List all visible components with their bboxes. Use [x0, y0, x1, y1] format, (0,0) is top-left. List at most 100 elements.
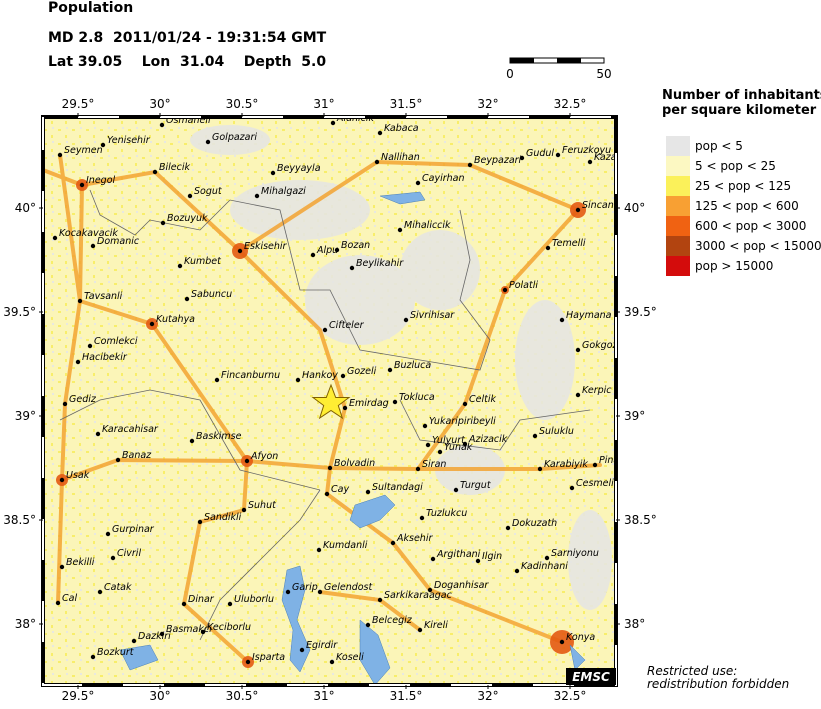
legend-swatch — [666, 136, 690, 156]
legend-swatch — [666, 236, 690, 256]
city-dot — [237, 248, 243, 254]
city-label: Bozuyuk — [167, 213, 208, 224]
city-label: Yukaripiribeyli — [429, 416, 496, 427]
lon-label: 31.5° — [390, 97, 423, 111]
city-label: Osmaneli — [166, 115, 211, 126]
city-dot — [90, 243, 96, 249]
city-dot — [324, 491, 330, 497]
city-label: Keciborlu — [207, 622, 251, 633]
city-dot — [437, 449, 443, 455]
city-label: Aksehir — [396, 533, 433, 544]
city-label: Dokuzath — [512, 518, 557, 529]
city-label: Sogut — [194, 186, 223, 197]
scale-label: 0 — [506, 67, 514, 81]
city-label: Celtik — [469, 394, 496, 405]
city-dot — [131, 638, 137, 644]
city-label: Cal — [62, 593, 77, 604]
city-label: Alanicik — [336, 113, 374, 124]
city-dot — [365, 622, 371, 628]
city-label: Polatli — [509, 280, 538, 291]
city-dot — [177, 263, 183, 269]
city-label: Cifteler — [329, 320, 365, 331]
scale-bar: 0 50 — [506, 57, 612, 81]
city-label: Bozan — [341, 240, 370, 251]
city-label: Basmakci — [166, 624, 212, 635]
city-label: Isparta — [252, 652, 285, 663]
badge: EMSC — [572, 670, 610, 684]
city-label: Baskimse — [196, 431, 242, 442]
city-label: Sivrihisar — [410, 310, 455, 321]
city-label: Civril — [117, 548, 141, 559]
lon-label: 32° — [477, 97, 498, 111]
city-label: Temelli — [552, 238, 586, 249]
city-label: Gokgoz — [582, 340, 619, 351]
city-label: Usak — [66, 470, 90, 481]
city-dot — [342, 405, 348, 411]
city-dot — [545, 245, 551, 251]
city-dot — [453, 487, 459, 493]
city-label: Afyon — [250, 451, 278, 462]
city-dot — [322, 327, 328, 333]
city-label: Tavsanli — [84, 291, 123, 302]
city-dot — [254, 193, 260, 199]
title: Population — [48, 0, 133, 16]
lat-label: 38° — [15, 617, 36, 631]
city-label: Mihaliccik — [404, 220, 451, 231]
city-dot — [181, 601, 187, 607]
lon-label: 30.5° — [226, 97, 259, 111]
city-dot — [505, 525, 511, 531]
city-dot — [403, 317, 409, 323]
city-dot — [425, 442, 431, 448]
city-dot — [419, 515, 425, 521]
legend-swatch — [666, 176, 690, 196]
city-dot — [205, 139, 211, 145]
lon-label: 32° — [477, 689, 498, 703]
lat-label: 39.5° — [3, 305, 36, 319]
city-dot — [75, 359, 81, 365]
lon-label: 30.5° — [226, 689, 259, 703]
city-label: Bekilli — [66, 557, 95, 568]
city-label: Feruzkoyu — [562, 145, 611, 156]
city-label: Garip — [292, 582, 318, 593]
city-dot — [299, 647, 305, 653]
city-dot — [592, 462, 598, 468]
city-label: Kireli — [424, 620, 448, 631]
legend-label: 3000 < pop < 15000 — [695, 239, 821, 253]
city-dot — [340, 373, 346, 379]
city-dot — [374, 159, 380, 165]
city-dot — [390, 540, 396, 546]
city-dot — [329, 659, 335, 665]
city-label: Gozeli — [347, 366, 377, 377]
city-dot — [79, 182, 85, 188]
legend-swatch — [666, 156, 690, 176]
city-label: Egirdir — [306, 640, 338, 651]
city-dot — [397, 227, 403, 233]
city-label: Sandikli — [204, 512, 242, 523]
city-dot — [349, 265, 355, 271]
city-dot — [152, 169, 158, 175]
lon-label: 29.5° — [62, 97, 95, 111]
city-dot — [59, 564, 65, 570]
city-dot — [462, 441, 468, 447]
city-dot — [317, 589, 323, 595]
city-label: Turgut — [460, 480, 492, 491]
city-label: Inegol — [86, 175, 116, 186]
city-label: Beypazari — [474, 155, 522, 166]
city-dot — [365, 489, 371, 495]
legend-swatch — [666, 216, 690, 236]
legend-title: Number of inhabitants — [662, 88, 821, 103]
lat-label: 40° — [15, 201, 36, 215]
lon-label: 32.5° — [554, 97, 587, 111]
city-label: Suhut — [248, 500, 277, 511]
city-dot — [159, 122, 165, 128]
city-label: Kadinhani — [521, 561, 568, 572]
city-dot — [77, 298, 83, 304]
city-dot — [241, 507, 247, 513]
city-label: Dinar — [188, 594, 215, 605]
city-label: Mihalgazi — [261, 186, 306, 197]
city-dot — [532, 433, 538, 439]
city-label: Uluborlu — [234, 594, 274, 605]
city-dot — [467, 162, 473, 168]
city-label: Koseli — [336, 652, 364, 663]
city-label: Kabaca — [384, 123, 419, 134]
